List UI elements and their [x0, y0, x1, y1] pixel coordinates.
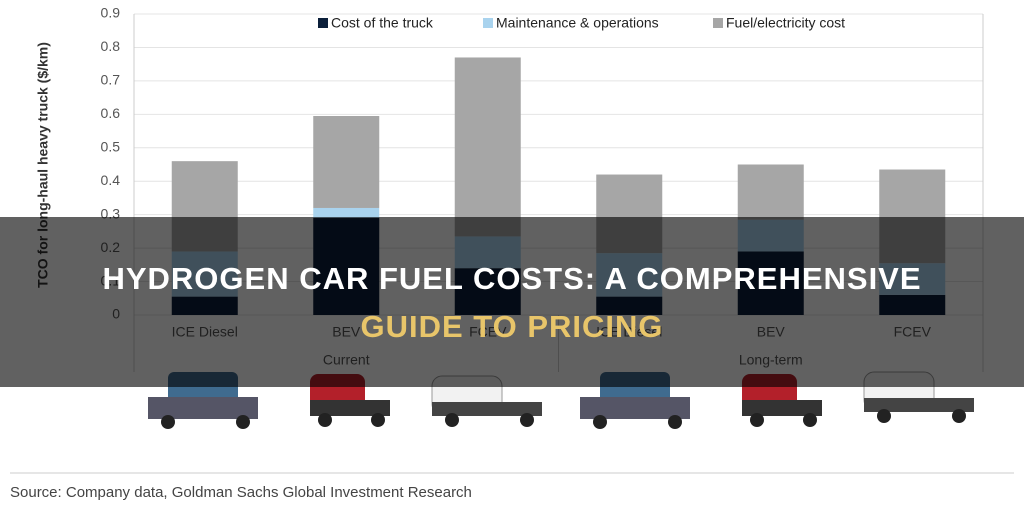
y-tick-label: 0.6: [101, 105, 121, 121]
y-tick-label: 0.7: [101, 72, 121, 88]
y-tick-label: 0.8: [101, 38, 121, 54]
legend-swatch: [713, 18, 723, 28]
bar-segment: [313, 207, 380, 219]
y-tick-label: 0.4: [101, 172, 121, 188]
overlay-band: [0, 217, 1024, 387]
bar-segment: [454, 57, 521, 237]
bar-segment: [737, 164, 804, 220]
bar-segment: [313, 116, 380, 208]
overlay-title: HYDROGEN CAR FUEL COSTS: A COMPREHENSIVE: [102, 261, 921, 296]
legend-label: Fuel/electricity cost: [726, 15, 845, 31]
y-tick-label: 0.9: [101, 5, 121, 21]
legend-swatch: [318, 18, 328, 28]
y-tick-label: 0.5: [101, 138, 121, 154]
overlay-title: GUIDE TO PRICING: [360, 309, 663, 344]
legend-label: Cost of the truck: [331, 15, 434, 31]
legend-swatch: [483, 18, 493, 28]
legend-label: Maintenance & operations: [496, 15, 659, 31]
source: Source: Company data, Goldman Sachs Glob…: [10, 484, 472, 501]
